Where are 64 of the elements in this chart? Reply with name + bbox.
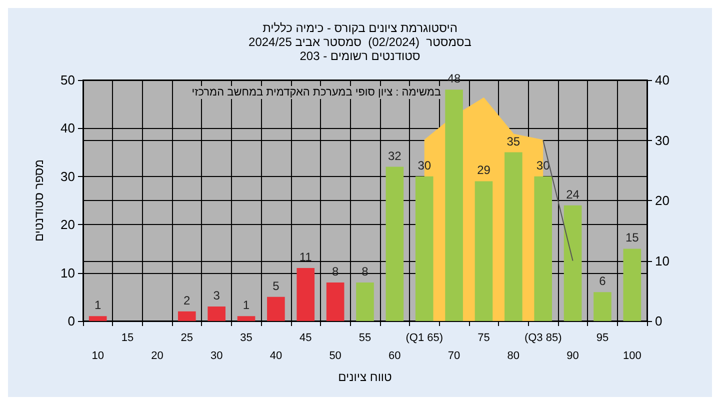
x-tick-label: 75 [478,332,490,344]
bar [474,181,493,321]
y-tick-label: 20 [60,217,75,232]
bar [356,282,374,321]
x-tick-label: (Q3 85) [524,332,562,344]
bar [415,176,434,321]
bar [594,292,612,321]
data-label: 1 [242,298,250,312]
bar [237,316,256,321]
data-label: 15 [625,230,640,245]
bar [88,316,107,321]
data-label: 5 [272,278,280,293]
data-label: 6 [599,274,606,288]
y2-tick-label: 0 [655,314,662,328]
x-axis-title: טווח ציונים [338,370,392,384]
data-label: 1 [94,298,102,312]
y-tick-label: 10 [60,265,75,280]
bar [296,268,315,321]
y-tick-label: 0 [68,314,75,328]
x-tick-label: 90 [566,350,579,362]
x-tick-label: 40 [270,350,282,362]
bar [386,166,404,321]
x-tick-label: 60 [388,350,401,362]
y2-tick-label: 20 [655,193,670,208]
data-label: 24 [566,187,580,202]
bar [504,152,522,321]
annotation: במשימה : ציון סופי במערכת האקדמית במחשב המרכזי [192,86,442,98]
data-label: 11 [299,250,312,264]
x-tick-label: 100 [622,350,642,362]
bar [564,205,582,321]
x-tick-label: 10 [92,350,104,362]
y-axis-title: מספר סטודנטים [32,159,46,242]
x-tick-label: (Q1 65) [406,332,444,344]
bar [208,306,226,321]
x-tick-label: 55 [358,332,372,344]
x-tick-label: 15 [121,332,134,344]
data-label: 29 [477,163,491,178]
data-label: 3 [213,288,220,303]
chart-title: היסטוגרמת ציונים בקורס - כימיה כללית בסמסטר (02/2024) סמסטר אביב 2024/25 סטודנטים רשומים - 203 [248,21,472,63]
data-label: 32 [388,148,402,163]
y2-tick-label: 30 [655,132,670,148]
x-tick-label: 80 [507,350,520,362]
bar [267,296,285,321]
y2-tick-label: 40 [655,72,670,88]
y2-tick-label: 10 [655,253,670,268]
bar [326,282,344,321]
x-tick-label: 25 [180,332,194,344]
x-tick-label: 35 [240,332,252,344]
y-tick-label: 40 [60,120,75,136]
data-label: 30 [418,158,432,172]
x-tick-label: 30 [210,350,223,362]
y-tick-label: 50 [60,72,75,88]
x-tick-label: 70 [448,350,460,362]
bar [445,90,463,321]
bar [623,248,642,321]
data-label: 2 [184,293,191,308]
x-tick-label: 20 [151,350,164,362]
x-tick-label: 45 [300,332,312,344]
x-tick-label: 50 [329,350,342,362]
y-tick-label: 30 [60,168,75,184]
data-label: 35 [506,134,520,148]
bar [534,176,552,321]
x-tick-label: 95 [596,332,609,344]
bar [178,311,196,321]
